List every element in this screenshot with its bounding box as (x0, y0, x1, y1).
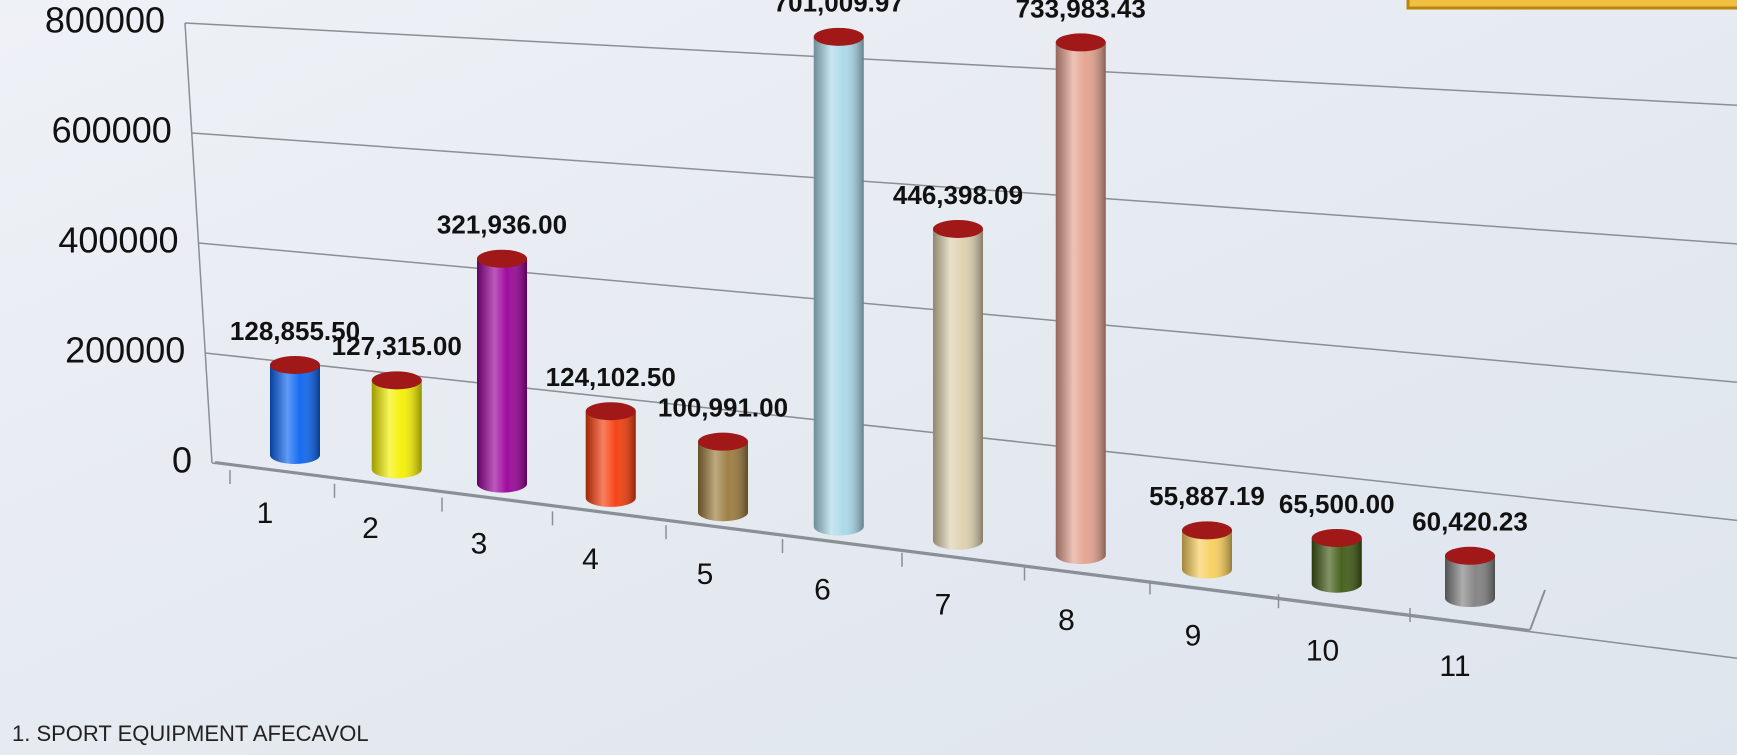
bar-cap (1445, 547, 1495, 565)
bar-shade (814, 37, 864, 536)
value-label: 124,102.50 (546, 362, 676, 392)
value-label: 100,991.00 (658, 393, 788, 423)
x-tick-label: 11 (1439, 650, 1470, 683)
y-tick-label: 600000 (52, 110, 172, 151)
x-tick-label: 8 (1058, 604, 1075, 637)
y-tick-label: 400000 (58, 220, 178, 261)
x-tick-label: 10 (1306, 635, 1339, 668)
value-label: 60,420.23 (1412, 507, 1528, 537)
bar-cap (698, 433, 748, 451)
bar-shade (933, 229, 983, 550)
bar-cap (933, 220, 983, 238)
x-tick-label: 9 (1185, 619, 1202, 652)
x-tick-label: 4 (582, 543, 599, 576)
bar-cap (270, 356, 320, 374)
value-label: 321,936.00 (437, 210, 567, 240)
x-tick-label: 6 (814, 573, 831, 606)
x-tick-label: 1 (257, 497, 274, 530)
bar-shade (270, 365, 320, 464)
value-label: 65,500.00 (1279, 489, 1395, 519)
y-tick-label: 800000 (45, 0, 165, 41)
bar-shade (698, 442, 748, 522)
bar-cap (372, 371, 422, 389)
footnote: 1. SPORT EQUIPMENT AFECAVOL (12, 721, 369, 746)
bar-shade (477, 259, 527, 493)
value-label: 127,315.00 (332, 331, 462, 361)
header-box (1408, 0, 1737, 8)
bar-cap (586, 402, 636, 420)
value-label: 446,398.09 (893, 180, 1023, 210)
y-tick-label: 200000 (65, 330, 185, 371)
chart: 1. SPORT EQUIPMENT AFECAVOL 0 200000 40000… (0, 0, 1737, 755)
value-label: 701,009.97 (774, 0, 904, 18)
bar-cap (477, 250, 527, 268)
value-label: 55,887.19 (1149, 481, 1265, 511)
bar-cap (1312, 529, 1362, 547)
bar-cap (1056, 33, 1106, 51)
x-tick-label: 7 (935, 589, 952, 622)
background (0, 0, 1737, 755)
bar-shade (586, 411, 636, 507)
bar-shade (372, 380, 422, 478)
x-tick-label: 3 (471, 528, 488, 561)
bar-cap (814, 28, 864, 46)
x-tick-label: 2 (362, 512, 379, 545)
bar-shade (1056, 42, 1106, 564)
y-tick-label: 0 (172, 440, 192, 481)
bar-cap (1182, 521, 1232, 539)
value-label: 733,983.43 (1016, 0, 1146, 23)
x-tick-label: 5 (697, 558, 714, 591)
